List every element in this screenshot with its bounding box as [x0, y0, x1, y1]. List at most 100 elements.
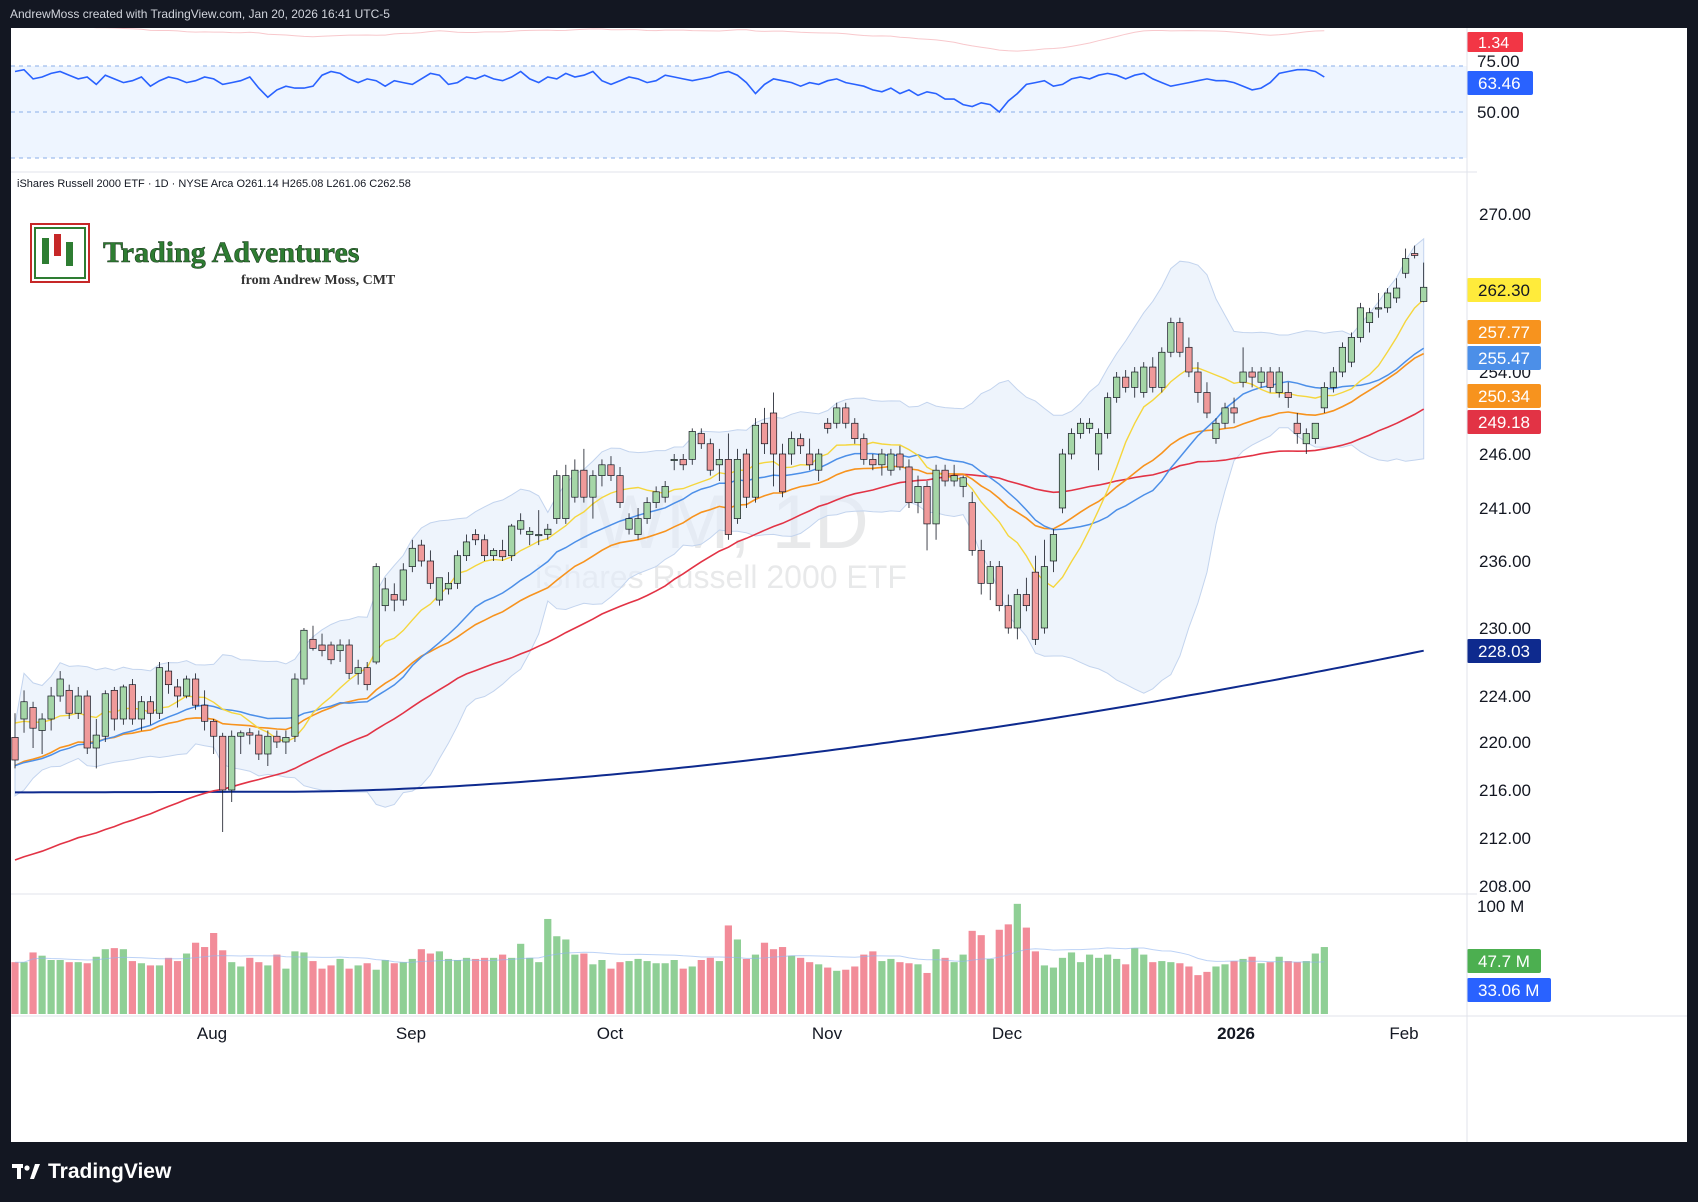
- candle-down[interactable]: [869, 459, 877, 466]
- candle-down[interactable]: [851, 422, 859, 439]
- price-axis[interactable]: 270.00254.00246.00241.00236.00230.00224.…: [1479, 205, 1531, 896]
- candle-down[interactable]: [309, 638, 317, 649]
- candle-up[interactable]: [183, 678, 191, 697]
- candle-up[interactable]: [264, 735, 272, 755]
- candle-up[interactable]: [652, 491, 660, 503]
- candle-down[interactable]: [905, 466, 913, 503]
- candle-down[interactable]: [273, 735, 281, 743]
- candle-down[interactable]: [1266, 371, 1274, 388]
- candle-down[interactable]: [1022, 594, 1030, 607]
- candle-down[interactable]: [995, 566, 1003, 607]
- candle-up[interactable]: [1158, 351, 1166, 388]
- candle-down[interactable]: [481, 539, 489, 557]
- candle-up[interactable]: [408, 547, 416, 567]
- candle-down[interactable]: [1284, 392, 1292, 398]
- candle-up[interactable]: [47, 695, 55, 720]
- candle-up[interactable]: [544, 528, 552, 535]
- candle-down[interactable]: [580, 469, 588, 498]
- candle-up[interactable]: [1420, 286, 1428, 302]
- candle-up[interactable]: [959, 477, 967, 487]
- candle-down[interactable]: [679, 459, 687, 466]
- candle-down[interactable]: [1248, 371, 1256, 378]
- candle-up[interactable]: [1365, 312, 1374, 323]
- candle-up[interactable]: [300, 629, 308, 680]
- candle-down[interactable]: [742, 453, 750, 498]
- candle-up[interactable]: [508, 525, 516, 557]
- candle-up[interactable]: [228, 735, 236, 791]
- candle-up[interactable]: [1040, 566, 1048, 629]
- chart-panel[interactable]: 75.00 50.00 1.34 63.46 iShares Russell 2…: [11, 28, 1687, 1142]
- candle-up[interactable]: [914, 486, 922, 503]
- candle-up[interactable]: [526, 530, 534, 535]
- candle-up[interactable]: [553, 475, 561, 519]
- candle-up[interactable]: [715, 459, 723, 466]
- candle-down[interactable]: [390, 594, 398, 601]
- candle-up[interactable]: [56, 678, 64, 697]
- candle-up[interactable]: [282, 737, 290, 743]
- candle-up[interactable]: [1221, 407, 1229, 424]
- candle-up[interactable]: [1212, 422, 1220, 439]
- candle-down[interactable]: [110, 689, 118, 720]
- candle-up[interactable]: [1257, 371, 1265, 383]
- candle-up[interactable]: [435, 577, 443, 601]
- candle-up[interactable]: [1076, 422, 1085, 434]
- candle-up[interactable]: [517, 520, 525, 530]
- candle-down[interactable]: [1293, 422, 1301, 434]
- candle-down[interactable]: [1230, 407, 1238, 414]
- candle-up[interactable]: [670, 459, 678, 461]
- candle-down[interactable]: [1122, 376, 1130, 388]
- candle-down[interactable]: [860, 438, 868, 460]
- candle-down[interactable]: [318, 644, 326, 652]
- candle-up[interactable]: [535, 534, 543, 537]
- candle-up[interactable]: [1067, 433, 1076, 455]
- candle-up[interactable]: [462, 541, 471, 557]
- candle-down[interactable]: [128, 684, 136, 720]
- candle-down[interactable]: [1004, 605, 1012, 629]
- candle-up[interactable]: [336, 644, 344, 652]
- chart-svg[interactable]: 75.00 50.00 1.34 63.46 iShares Russell 2…: [11, 28, 1687, 1142]
- candle-up[interactable]: [643, 502, 651, 519]
- candle-down[interactable]: [29, 707, 37, 729]
- candle-down[interactable]: [1149, 366, 1157, 388]
- candle-up[interactable]: [372, 566, 380, 663]
- candle-up[interactable]: [1086, 422, 1094, 429]
- candle-down[interactable]: [246, 732, 254, 736]
- candle-up[interactable]: [291, 678, 299, 737]
- candle-up[interactable]: [950, 475, 958, 482]
- candle-down[interactable]: [941, 469, 949, 482]
- candle-down[interactable]: [977, 550, 985, 584]
- candle-down[interactable]: [968, 502, 976, 551]
- candle-down[interactable]: [923, 486, 931, 525]
- candle-down[interactable]: [1194, 371, 1202, 393]
- candle-up[interactable]: [92, 734, 100, 749]
- candle-up[interactable]: [733, 459, 741, 519]
- candle-down[interactable]: [65, 689, 73, 714]
- candle-down[interactable]: [607, 464, 615, 476]
- candle-down[interactable]: [842, 407, 850, 424]
- candle-down[interactable]: [1185, 346, 1193, 373]
- candle-up[interactable]: [625, 518, 633, 530]
- candle-down[interactable]: [760, 422, 769, 445]
- candle-down[interactable]: [1031, 571, 1039, 640]
- candle-down[interactable]: [192, 678, 200, 706]
- candle-up[interactable]: [1311, 422, 1319, 439]
- candle-up[interactable]: [381, 588, 389, 607]
- candle-down[interactable]: [896, 453, 904, 468]
- candle-up[interactable]: [562, 475, 570, 519]
- candle-up[interactable]: [1049, 534, 1058, 562]
- candle-down[interactable]: [83, 695, 91, 749]
- candle-up[interactable]: [1167, 322, 1175, 353]
- candle-up[interactable]: [1095, 433, 1103, 455]
- candle-up[interactable]: [833, 407, 841, 424]
- candle-up[interactable]: [571, 469, 579, 498]
- candle-down[interactable]: [417, 544, 425, 562]
- candle-down[interactable]: [345, 644, 353, 674]
- candle-up[interactable]: [354, 667, 362, 674]
- candle-down[interactable]: [255, 734, 263, 755]
- candle-down[interactable]: [824, 422, 832, 429]
- candle-up[interactable]: [1113, 376, 1121, 398]
- tradingview-brand[interactable]: TradingView: [12, 1160, 171, 1184]
- candle-up[interactable]: [1104, 397, 1112, 434]
- candle-up[interactable]: [1013, 594, 1021, 629]
- candle-up[interactable]: [1329, 371, 1337, 388]
